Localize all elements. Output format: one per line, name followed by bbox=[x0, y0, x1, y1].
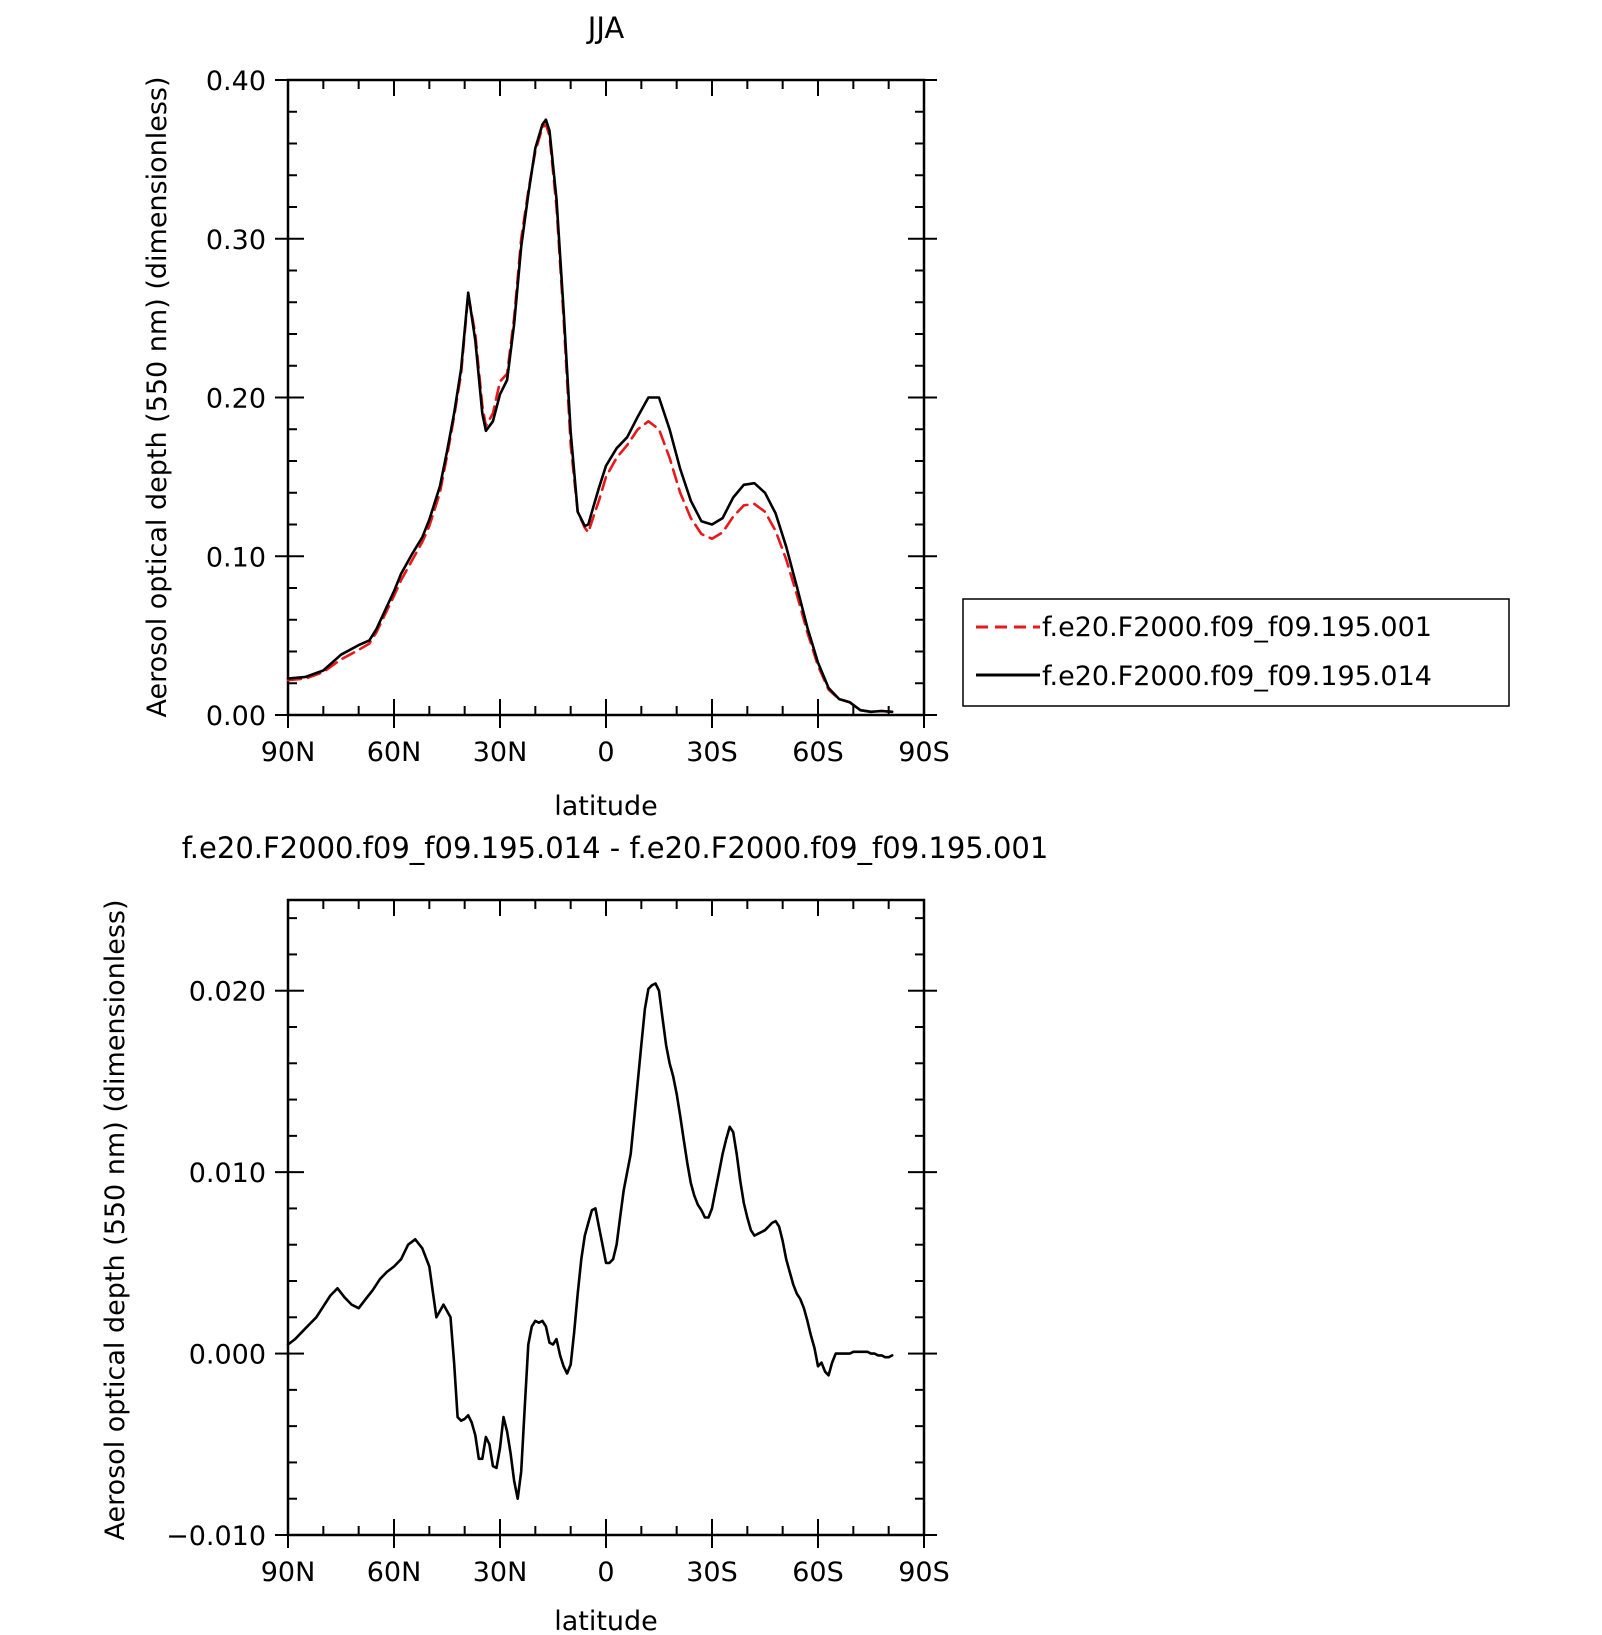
top-x-tick-label: 30S bbox=[686, 737, 738, 768]
top-plot-title: JJA bbox=[586, 11, 625, 45]
top-y-tick-label: 0.40 bbox=[206, 66, 266, 97]
bottom-y-tick-label: −0.010 bbox=[166, 1521, 266, 1552]
bottom-series-line-0 bbox=[286, 982, 894, 1500]
bottom-x-axis-title: latitude bbox=[554, 1606, 658, 1635]
top-panel: JJA 90N 60N 30N 0 30S 60S 90S 0.00 0.10 0.20 0.30 0… bbox=[142, 11, 950, 822]
top-ticks: 90N 60N 30N 0 30S 60S 90S 0.00 0.10 0.20 0.30 0.40 bbox=[206, 66, 950, 768]
bottom-x-tick-label: 90S bbox=[898, 1557, 950, 1588]
bottom-y-tick-label: 0.010 bbox=[189, 1158, 266, 1189]
bottom-y-tick-label: 0.000 bbox=[189, 1340, 266, 1371]
bottom-plot-frame bbox=[286, 898, 926, 1537]
bottom-x-tick-label: 90N bbox=[261, 1557, 316, 1588]
top-y-axis-title: Aerosol optical depth (550 nm) (dimensio… bbox=[142, 76, 173, 717]
bottom-y-axis-title: Aerosol optical depth (550 nm) (dimensio… bbox=[100, 899, 131, 1540]
top-x-tick-label: 0 bbox=[597, 737, 614, 768]
top-y-tick-label: 0.00 bbox=[206, 701, 266, 732]
top-series bbox=[286, 118, 894, 714]
top-x-tick-label: 90N bbox=[261, 737, 316, 768]
top-x-axis-title: latitude bbox=[554, 791, 658, 822]
bottom-panel: 90N 60N 30N 0 30S 60S 90S −0.010 0.000 0.010 0.020… bbox=[100, 831, 1048, 1635]
bottom-x-tick-label: 30S bbox=[686, 1557, 738, 1588]
top-x-tick-label: 90S bbox=[898, 737, 950, 768]
bottom-x-tick-label: 60S bbox=[792, 1557, 844, 1588]
legend-box bbox=[962, 598, 1510, 707]
bottom-y-tick-label: 0.020 bbox=[189, 977, 266, 1008]
top-x-tick-label: 60S bbox=[792, 737, 844, 768]
legend: f.e20.F2000.f09_f09.195.001 f.e20.F2000.… bbox=[962, 598, 1510, 707]
bottom-plot-title: f.e20.F2000.f09_f09.195.014 - f.e20.F200… bbox=[182, 831, 1049, 865]
top-y-tick-label: 0.30 bbox=[206, 225, 266, 256]
bottom-x-tick-label: 0 bbox=[597, 1557, 614, 1588]
top-series-line-1 bbox=[286, 118, 894, 714]
legend-label-series-014: f.e20.F2000.f09_f09.195.014 bbox=[1042, 661, 1432, 692]
bottom-x-tick-label: 30N bbox=[473, 1557, 528, 1588]
legend-label-series-001: f.e20.F2000.f09_f09.195.001 bbox=[1042, 612, 1432, 643]
top-y-tick-label: 0.10 bbox=[206, 542, 266, 573]
bottom-series bbox=[286, 982, 894, 1500]
top-x-tick-label: 60N bbox=[367, 737, 422, 768]
bottom-ticks: 90N 60N 30N 0 30S 60S 90S −0.010 0.000 0.010 0.020 bbox=[166, 900, 950, 1588]
top-series-line-0 bbox=[286, 123, 894, 714]
top-plot-frame bbox=[286, 78, 926, 717]
bottom-x-tick-label: 60N bbox=[367, 1557, 422, 1588]
top-y-tick-label: 0.20 bbox=[206, 384, 266, 415]
top-x-tick-label: 30N bbox=[473, 737, 528, 768]
